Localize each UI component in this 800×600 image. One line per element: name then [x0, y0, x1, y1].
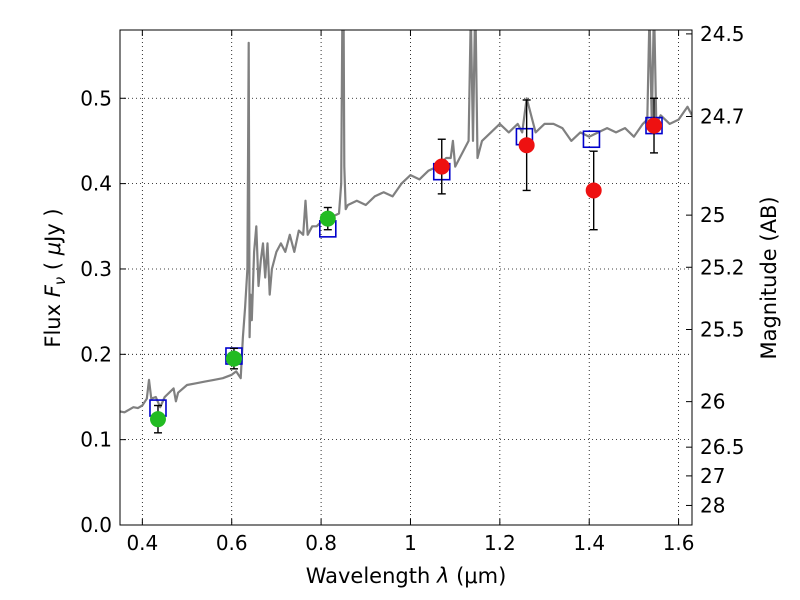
y2-tick-label: 24.7	[700, 105, 745, 129]
y2-tick-label: 26	[700, 390, 725, 414]
x-tick-label: 1	[404, 531, 417, 555]
y2-tick-label: 25.2	[700, 255, 745, 279]
observed-point	[646, 117, 663, 134]
x-tick-label: 1.4	[573, 531, 605, 555]
observed-point	[433, 158, 450, 175]
observed-point	[319, 210, 336, 227]
y2-tick-label: 25	[700, 203, 725, 227]
ticks-layer: 0.4 0.6 0.8 1 1.2 1.4 1.6 0.0 0.1 0.2 0.3 0.4 0.5 24.…	[80, 22, 744, 555]
observed-point	[225, 350, 242, 367]
x-tick-label: 0.4	[126, 531, 158, 555]
observed-point	[149, 411, 166, 428]
y2-tick-label: 24.5	[700, 22, 745, 46]
y-tick-label: 0.4	[80, 172, 112, 196]
y2-tick-label: 28	[700, 493, 725, 517]
y-tick-label: 0.5	[80, 86, 112, 110]
spectrum-layer	[120, 30, 692, 414]
spectrum-line	[120, 30, 692, 414]
y2-tick-label: 27	[700, 464, 725, 488]
observed-point	[518, 137, 535, 154]
y-tick-label: 0.2	[80, 342, 112, 366]
plot-frame	[119, 29, 693, 526]
x-tick-label: 1.6	[663, 531, 695, 555]
y2-tick-label: 26.5	[700, 435, 745, 459]
x-tick-label: 1.2	[484, 531, 516, 555]
plot-background	[120, 30, 692, 525]
observed-point	[585, 182, 602, 199]
y2-axis-label: Magnitude (AB)	[757, 196, 781, 359]
x-axis-label: Wavelength λ (μm)	[306, 564, 507, 588]
x-tick-label: 0.8	[305, 531, 337, 555]
x-tick-label: 0.6	[216, 531, 248, 555]
model-square-marker	[582, 130, 601, 149]
markers-layer	[149, 97, 663, 434]
y-axis-label: Flux Fν ( μJy )	[41, 208, 69, 347]
y-tick-label: 0.3	[80, 257, 112, 281]
y-tick-label: 0.0	[80, 513, 112, 537]
y2-tick-label: 25.5	[700, 317, 745, 341]
y-tick-label: 0.1	[80, 428, 112, 452]
